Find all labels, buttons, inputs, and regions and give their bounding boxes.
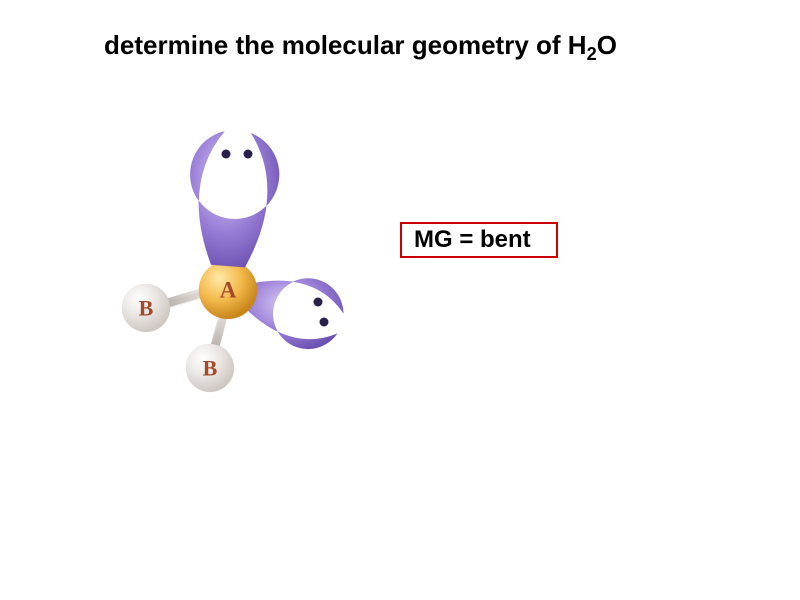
electron-dot	[314, 298, 323, 307]
electron-dot	[320, 318, 329, 327]
atom-label: A	[220, 278, 237, 303]
atom-label: B	[203, 356, 218, 381]
answer-label: MG = bent	[414, 226, 531, 253]
molecule-diagram: A B B	[80, 110, 380, 420]
lone-pair-lobe	[190, 131, 279, 267]
atom-label: B	[139, 296, 154, 321]
bond-atom: B	[186, 344, 234, 392]
title-pre: determine the molecular geometry of H	[104, 30, 587, 60]
page-title: determine the molecular geometry of H2O	[104, 30, 617, 65]
lone-pair-lobe	[246, 278, 343, 349]
title-post: O	[597, 30, 617, 60]
answer-box: MG = bent	[400, 222, 558, 258]
title-sub: 2	[587, 44, 597, 64]
central-atom: A	[199, 261, 257, 319]
molecule-svg: A B B	[80, 110, 380, 420]
bond-atom: B	[122, 284, 170, 332]
electron-dot	[244, 150, 253, 159]
electron-dot	[222, 150, 231, 159]
